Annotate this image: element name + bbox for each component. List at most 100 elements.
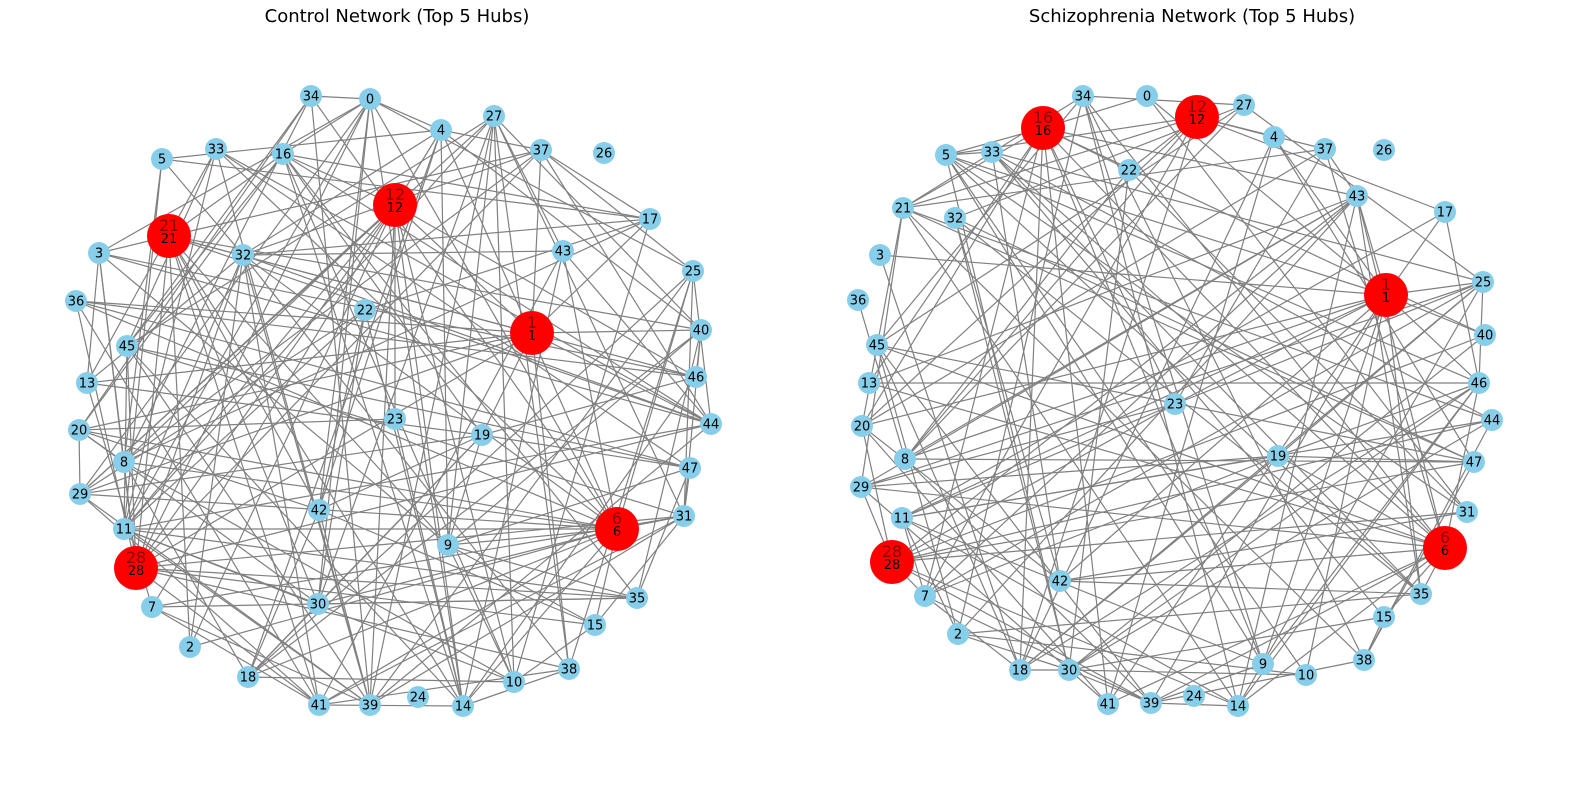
node: 23 [1164,393,1186,415]
edge [1107,136,1275,705]
node-label: 0 [1143,90,1151,105]
node-label: 4 [437,124,445,139]
node-label: 4 [1270,131,1278,146]
node-label: 44 [703,418,720,433]
edge [531,218,651,334]
node-label: 6 [613,525,621,540]
edge [369,515,685,706]
node: 38 [1353,649,1375,671]
node-circle [471,424,493,446]
node-label: 8 [901,453,909,468]
edge [945,154,1387,296]
edge [901,517,1239,707]
node-label: 39 [362,699,379,714]
node: 42 [1049,570,1071,592]
node-label: 42 [311,504,328,519]
node: 33 [205,138,227,160]
node: 4 [430,119,452,141]
edge [1444,382,1480,549]
node-label: 21 [895,202,912,217]
edge [1068,382,1480,671]
edge [75,300,618,530]
node-circle [1468,372,1490,394]
edge [1237,382,1480,707]
node-label: 9 [1259,658,1267,673]
node-label: 0 [366,93,374,108]
node: 24 [1183,685,1205,707]
edge [123,461,515,683]
node: 14 [452,695,474,717]
node-circle [1164,393,1186,415]
node-circle [530,139,552,161]
hub-label: 6 [612,509,622,528]
edge [924,116,1198,597]
edge [901,294,1387,519]
node-circle [869,244,891,266]
node-circle [1140,692,1162,714]
node-label: 16 [275,148,292,163]
edge [447,528,618,546]
node-label: 11 [116,523,133,538]
node-circle [1252,653,1274,675]
edge [123,148,217,530]
node: 36 [847,289,869,311]
node-circle [593,142,615,164]
edge [904,294,1387,460]
edge [513,624,596,683]
edge [891,334,1486,563]
edge [1068,334,1486,671]
node: 19 [471,424,493,446]
hub-label: 28 [126,548,146,567]
node: 0 [1136,85,1158,107]
node-label: 31 [1459,506,1476,521]
edge [135,567,596,626]
edge [861,425,893,563]
edge [242,254,371,706]
edge [247,603,319,678]
edge [616,270,694,530]
edge [242,254,618,530]
edge [317,309,366,605]
node-circle [1410,583,1432,605]
node-label: 7 [921,590,929,605]
edge [126,153,284,347]
edge [945,154,1480,384]
node: 32 [232,244,254,266]
edge [901,211,1446,519]
edge [954,217,1475,463]
edge [242,254,320,706]
node-label: 37 [1317,143,1334,158]
node: 25 [1472,271,1494,293]
edge [1174,294,1387,405]
node-label: 28 [884,558,901,573]
node-circle [483,105,505,127]
edge [1042,127,1264,665]
edge [79,434,483,495]
node-label: 45 [119,340,136,355]
node-label: 14 [455,700,472,715]
node: 15 [1373,606,1395,628]
node-label: 18 [1012,664,1029,679]
node: 5 [935,144,957,166]
edge [168,235,320,511]
node: 7 [141,596,163,618]
node: 33 [981,141,1003,163]
node-circle [858,372,880,394]
node: 9 [1252,653,1274,675]
node: 10 [503,671,525,693]
node-circle [359,88,381,110]
node: 26 [593,142,615,164]
node-circle [892,197,914,219]
edge [991,151,1484,283]
edge [317,597,638,605]
edge [540,149,651,220]
edge [318,509,371,706]
node: 37 [530,139,552,161]
hub-node-circle [1021,106,1065,150]
edge [902,207,1239,707]
edge [857,299,906,460]
node-circle [850,476,872,498]
edge [135,567,570,670]
